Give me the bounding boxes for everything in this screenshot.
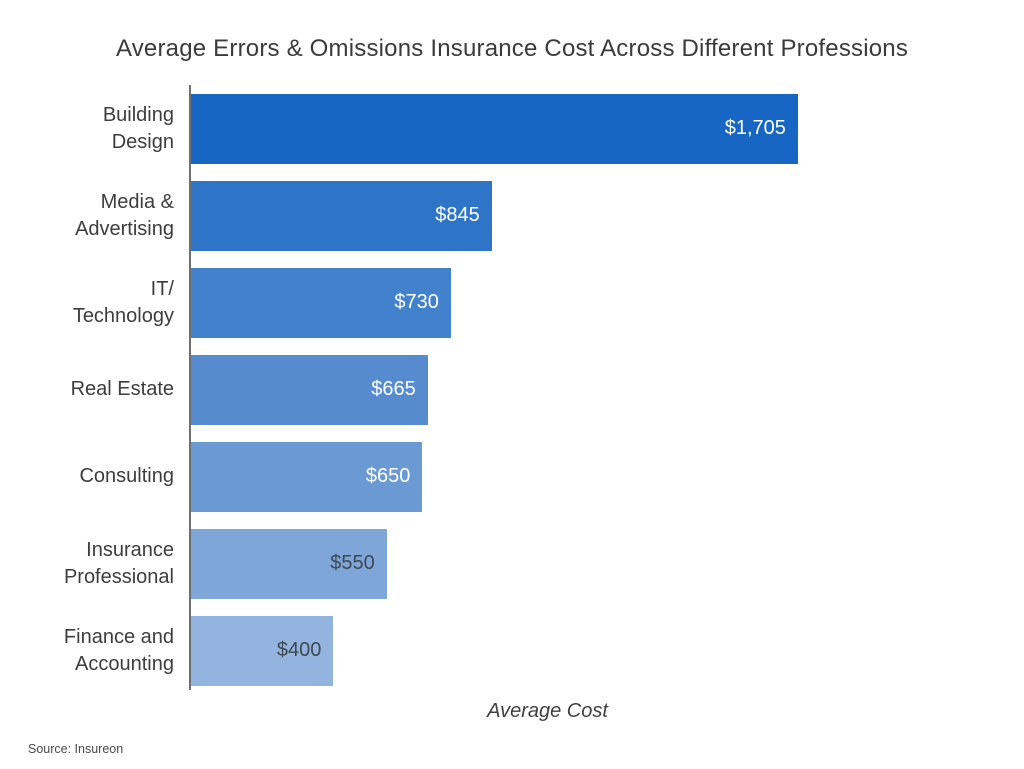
bar-track: $650 <box>191 441 905 512</box>
bar-track: $845 <box>191 180 905 251</box>
category-label: Consulting <box>79 465 174 487</box>
bar-track: $550 <box>191 528 905 599</box>
category-label: Media & Advertising <box>75 190 174 240</box>
category-label: Finance and Accounting <box>63 625 174 675</box>
bar-track: $1,705 <box>191 93 905 164</box>
bar-row: Insurance Professional $550 <box>0 520 905 607</box>
bar-6[interactable]: $550 <box>191 528 387 599</box>
bar-value-label: $650 <box>365 465 411 487</box>
bar-row: Real Estate $665 <box>0 346 905 433</box>
bar-4[interactable]: $665 <box>191 354 428 425</box>
bar-row: IT/ Technology $730 <box>0 259 905 346</box>
bar-row: Finance and Accounting $400 <box>0 607 905 694</box>
bar-row: Consulting $650 <box>0 433 905 520</box>
y-axis-line <box>189 85 191 690</box>
bar-2[interactable]: $845 <box>191 180 492 251</box>
plot-area: Building Design $1,705 Media & Advertising… <box>0 85 905 694</box>
bar-5[interactable]: $650 <box>191 441 423 512</box>
bar-row: Media & Advertising $845 <box>0 172 905 259</box>
bar-track: $730 <box>191 267 905 338</box>
source-note: Source: Insureon <box>28 742 124 756</box>
category-label: Insurance Professional <box>63 538 174 588</box>
chart-title: Average Errors & Omissions Insurance Cos… <box>115 35 909 62</box>
category-label: Building Design <box>102 103 174 153</box>
category-label: IT/ Technology <box>72 277 174 327</box>
bar-value-label: $845 <box>435 204 480 226</box>
bar-value-label: $665 <box>371 378 416 400</box>
bar-value-label: $1,705 <box>724 117 786 139</box>
bar-row: Building Design $1,705 <box>0 85 905 172</box>
bar-3[interactable]: $730 <box>191 267 451 338</box>
x-axis-label: Average Cost <box>487 700 608 722</box>
bar-value-label: $550 <box>330 552 375 574</box>
bar-track: $665 <box>191 354 905 425</box>
category-label: Real Estate <box>70 378 174 400</box>
bar-value-label: $400 <box>276 639 322 661</box>
bar-7[interactable]: $400 <box>191 615 334 686</box>
bar-track: $400 <box>191 615 905 686</box>
bar-value-label: $730 <box>394 291 439 313</box>
bar-1[interactable]: $1,705 <box>191 93 798 164</box>
